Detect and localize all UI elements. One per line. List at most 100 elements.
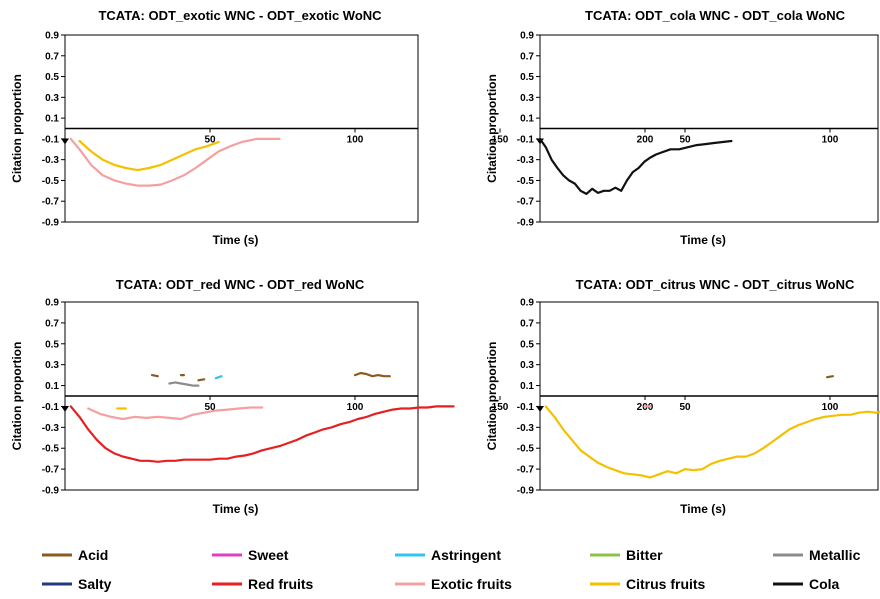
series-line-metallic bbox=[168, 381, 200, 387]
series-line-red-fruits bbox=[69, 405, 455, 463]
x-tick-label: 100 bbox=[347, 135, 364, 146]
y-tick-label: 0.3 bbox=[520, 93, 534, 104]
legend-item-exotic-fruits: Exotic fruits bbox=[395, 576, 512, 592]
y-tick-label: -0.5 bbox=[517, 444, 535, 455]
origin-marker bbox=[536, 406, 544, 412]
y-tick-label: -0.7 bbox=[42, 465, 60, 476]
legend-label: Exotic fruits bbox=[431, 576, 512, 592]
legend-label: Metallic bbox=[809, 547, 861, 563]
x-tick-label: 150 bbox=[492, 135, 509, 146]
chart-title: TCATA: ODT_citrus WNC - ODT_citrus WoNC bbox=[576, 277, 855, 292]
legend-item-red-fruits: Red fruits bbox=[212, 576, 314, 592]
origin-marker bbox=[61, 138, 69, 145]
chart-panel-4: TCATA: ODT_citrus WNC - ODT_citrus WoNC -… bbox=[485, 277, 880, 516]
y-tick-label: -0.7 bbox=[517, 465, 535, 476]
y-tick-label: -0.3 bbox=[42, 155, 60, 166]
x-tick-label: 100 bbox=[347, 402, 364, 413]
y-tick-label: 0.9 bbox=[520, 31, 534, 42]
y-tick-label: 0.5 bbox=[520, 339, 534, 350]
legend-item-sweet: Sweet bbox=[212, 547, 289, 563]
y-tick-label: -0.1 bbox=[517, 402, 535, 413]
series-line-exotic-fruits bbox=[87, 406, 264, 421]
y-tick-label: -0.5 bbox=[42, 176, 60, 187]
legend-label: Citrus fruits bbox=[626, 576, 706, 592]
x-tick-label: 50 bbox=[204, 135, 216, 146]
y-tick-label: 0.3 bbox=[45, 93, 59, 104]
legend-item-metallic: Metallic bbox=[773, 547, 861, 563]
y-tick-label: -0.9 bbox=[517, 486, 535, 497]
chart-panel-1: TCATA: ODT_exotic WNC - ODT_exotic WoNC -… bbox=[10, 8, 654, 247]
y-tick-label: -0.7 bbox=[42, 197, 60, 208]
y-tick-label: 0.7 bbox=[45, 318, 59, 329]
legend: Acid Sweet Astringent Bitter Metallic Salty Re… bbox=[42, 547, 861, 592]
chart-title: TCATA: ODT_cola WNC - ODT_cola WoNC bbox=[585, 8, 846, 23]
y-tick-label: 0.5 bbox=[520, 72, 534, 83]
x-tick-label: 200 bbox=[637, 135, 654, 146]
y-tick-label: -0.9 bbox=[42, 486, 60, 497]
legend-label: Salty bbox=[78, 576, 112, 592]
legend-item-bitter: Bitter bbox=[590, 547, 663, 563]
legend-label: Acid bbox=[78, 547, 108, 563]
x-axis-label: Time (s) bbox=[213, 502, 259, 516]
y-tick-label: -0.1 bbox=[517, 134, 535, 145]
x-tick-label: 50 bbox=[204, 402, 216, 413]
series-line-acid bbox=[150, 374, 159, 378]
legend-label: Bitter bbox=[626, 547, 663, 563]
y-tick-label: 0.1 bbox=[520, 114, 534, 125]
x-tick-label: 50 bbox=[679, 402, 691, 413]
y-tick-label: -0.3 bbox=[517, 423, 535, 434]
y-tick-label: 0.9 bbox=[45, 31, 59, 42]
series-line-acid bbox=[825, 375, 835, 379]
origin-marker bbox=[61, 406, 69, 412]
y-tick-label: -0.3 bbox=[42, 423, 60, 434]
series-line-cola bbox=[538, 137, 733, 195]
series-line-citrus-fruits bbox=[544, 405, 880, 479]
x-axis-label: Time (s) bbox=[680, 233, 726, 247]
x-axis-label: Time (s) bbox=[213, 233, 259, 247]
y-axis-label: Citation proportion bbox=[485, 74, 499, 183]
y-tick-label: -0.9 bbox=[42, 218, 60, 229]
y-tick-label: 0.1 bbox=[520, 381, 534, 392]
y-tick-label: -0.5 bbox=[42, 444, 60, 455]
y-tick-label: -0.7 bbox=[517, 197, 535, 208]
y-tick-label: 0.9 bbox=[45, 298, 59, 309]
legend-label: Cola bbox=[809, 576, 840, 592]
series-line-citrus-fruits bbox=[78, 139, 220, 172]
y-axis-label: Citation proportion bbox=[10, 342, 24, 451]
y-tick-label: -0.5 bbox=[517, 176, 535, 187]
legend-item-salty: Salty bbox=[42, 576, 112, 592]
y-tick-label: -0.1 bbox=[42, 134, 60, 145]
legend-label: Red fruits bbox=[248, 576, 314, 592]
x-axis-label: Time (s) bbox=[680, 502, 726, 516]
x-tick-label: 150 bbox=[492, 402, 509, 413]
y-tick-label: 0.7 bbox=[45, 51, 59, 62]
y-tick-label: 0.3 bbox=[45, 360, 59, 371]
y-tick-label: 0.7 bbox=[520, 51, 534, 62]
x-tick-label: 100 bbox=[822, 135, 839, 146]
legend-item-cola: Cola bbox=[773, 576, 840, 592]
y-tick-label: 0.5 bbox=[45, 339, 59, 350]
chart-panel-2: TCATA: ODT_cola WNC - ODT_cola WoNC -0.9 -… bbox=[485, 8, 879, 247]
y-tick-label: -0.1 bbox=[42, 402, 60, 413]
series-line-astringent bbox=[214, 375, 223, 380]
y-axis-label: Citation proportion bbox=[485, 342, 499, 451]
legend-item-citrus-fruits: Citrus fruits bbox=[590, 576, 706, 592]
x-tick-label: 100 bbox=[822, 402, 839, 413]
y-tick-label: 0.1 bbox=[45, 381, 59, 392]
legend-item-astringent: Astringent bbox=[395, 547, 501, 563]
legend-label: Sweet bbox=[248, 547, 289, 563]
y-tick-label: 0.1 bbox=[45, 114, 59, 125]
series-line-exotic-fruits bbox=[69, 137, 281, 187]
y-tick-label: 0.9 bbox=[520, 298, 534, 309]
legend-item-acid: Acid bbox=[42, 547, 108, 563]
y-tick-label: 0.3 bbox=[520, 360, 534, 371]
y-tick-label: 0.5 bbox=[45, 72, 59, 83]
chart-title: TCATA: ODT_red WNC - ODT_red WoNC bbox=[116, 277, 365, 292]
x-tick-label: 50 bbox=[679, 135, 691, 146]
series-line-acid bbox=[197, 378, 206, 382]
y-tick-label: -0.3 bbox=[517, 155, 535, 166]
y-tick-label: -0.9 bbox=[517, 218, 535, 229]
legend-label: Astringent bbox=[431, 547, 501, 563]
chart-panel-3: TCATA: ODT_red WNC - ODT_red WoNC -0.9 -0.… bbox=[10, 277, 654, 516]
